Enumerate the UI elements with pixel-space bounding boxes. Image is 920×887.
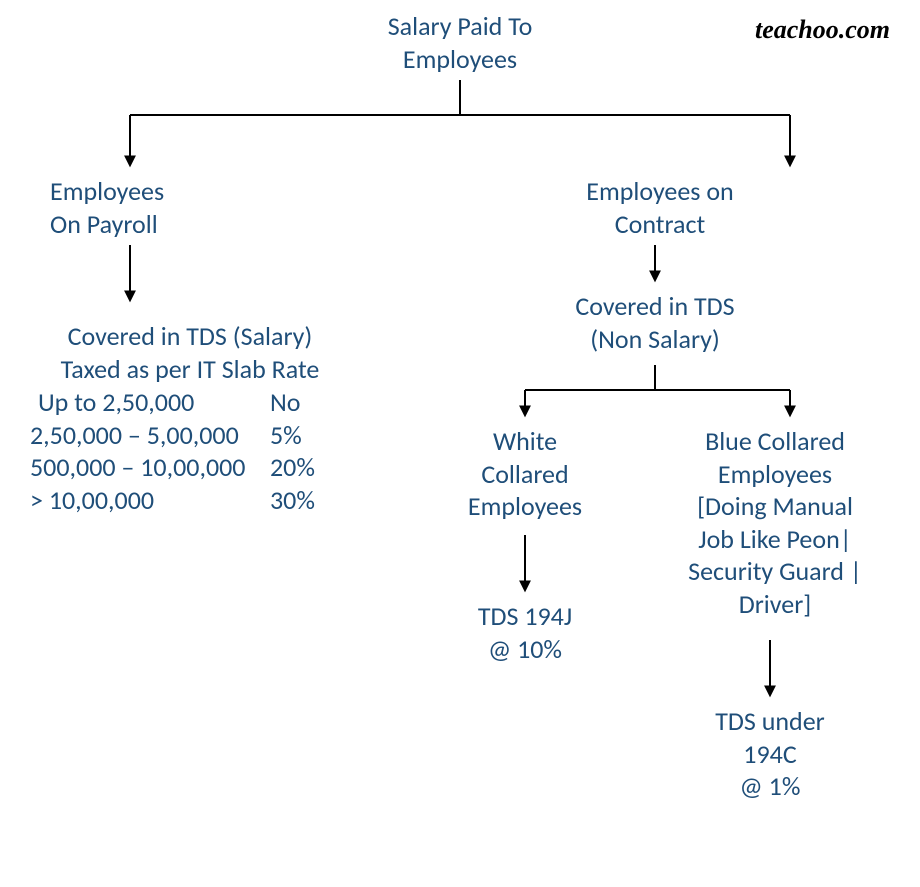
node-payroll-line1: Employees bbox=[50, 175, 164, 207]
node-root-line2: Employees bbox=[403, 43, 517, 75]
node-white-leaf: TDS 194J @ 10% bbox=[455, 600, 595, 665]
node-blue-l5: Security Guard | bbox=[688, 555, 862, 587]
node-payroll-detail-h1: Covered in TDS (Salary) bbox=[30, 320, 350, 353]
node-root: Salary Paid To Employees bbox=[335, 10, 585, 75]
slab-range: 500,000 – 10,00,000 bbox=[30, 451, 270, 484]
node-white-collared: White Collared Employees bbox=[455, 425, 595, 523]
node-payroll-line2: On Payroll bbox=[50, 208, 158, 240]
slab-rate: No bbox=[270, 386, 330, 419]
node-contract-line2: Contract bbox=[615, 208, 705, 240]
node-blue-leaf-l3: @ 1% bbox=[740, 770, 801, 802]
node-blue-l2: Employees bbox=[718, 458, 832, 490]
node-blue-leaf: TDS under 194C @ 1% bbox=[695, 705, 845, 803]
slab-rate: 20% bbox=[270, 451, 330, 484]
slab-range: 2,50,000 – 5,00,000 bbox=[30, 419, 270, 452]
node-contract-detail-line1: Covered in TDS bbox=[575, 290, 734, 322]
watermark-logo: teachoo.com bbox=[755, 15, 890, 45]
slab-rate: 5% bbox=[270, 419, 330, 452]
node-contract: Employees on Contract bbox=[560, 175, 760, 240]
slab-row: 2,50,000 – 5,00,000 5% bbox=[30, 419, 330, 452]
node-blue-leaf-l1: TDS under bbox=[715, 705, 824, 737]
node-white-leaf-l2: @ 10% bbox=[488, 633, 562, 665]
node-white-l3: Employees bbox=[468, 490, 582, 522]
node-payroll: Employees On Payroll bbox=[50, 175, 210, 240]
slab-range: > 10,00,000 bbox=[30, 484, 270, 517]
slab-row: Up to 2,50,000 No bbox=[30, 386, 330, 419]
node-contract-detail: Covered in TDS (Non Salary) bbox=[555, 290, 755, 355]
slab-row: > 10,00,000 30% bbox=[30, 484, 330, 517]
node-blue-l4: Job Like Peon| bbox=[698, 523, 851, 555]
node-white-l2: Collared bbox=[481, 458, 568, 490]
node-contract-line1: Employees on bbox=[586, 175, 733, 207]
node-white-leaf-l1: TDS 194J bbox=[478, 600, 572, 632]
node-blue-l6: Driver] bbox=[739, 588, 812, 620]
slab-row: 500,000 – 10,00,000 20% bbox=[30, 451, 330, 484]
node-root-line1: Salary Paid To bbox=[388, 10, 533, 42]
node-white-l1: White bbox=[493, 425, 557, 457]
slab-table: Up to 2,50,000 No 2,50,000 – 5,00,000 5%… bbox=[30, 386, 330, 516]
node-blue-l1: Blue Collared bbox=[705, 425, 845, 457]
node-payroll-detail-h2: Taxed as per IT Slab Rate bbox=[20, 353, 360, 386]
node-blue-l3: [Doing Manual bbox=[697, 490, 853, 522]
slab-range: Up to 2,50,000 bbox=[30, 386, 270, 419]
node-blue-leaf-l2: 194C bbox=[743, 738, 796, 770]
slab-rate: 30% bbox=[270, 484, 330, 517]
node-contract-detail-line2: (Non Salary) bbox=[590, 323, 720, 355]
node-blue-collared: Blue Collared Employees [Doing Manual Jo… bbox=[670, 425, 880, 620]
